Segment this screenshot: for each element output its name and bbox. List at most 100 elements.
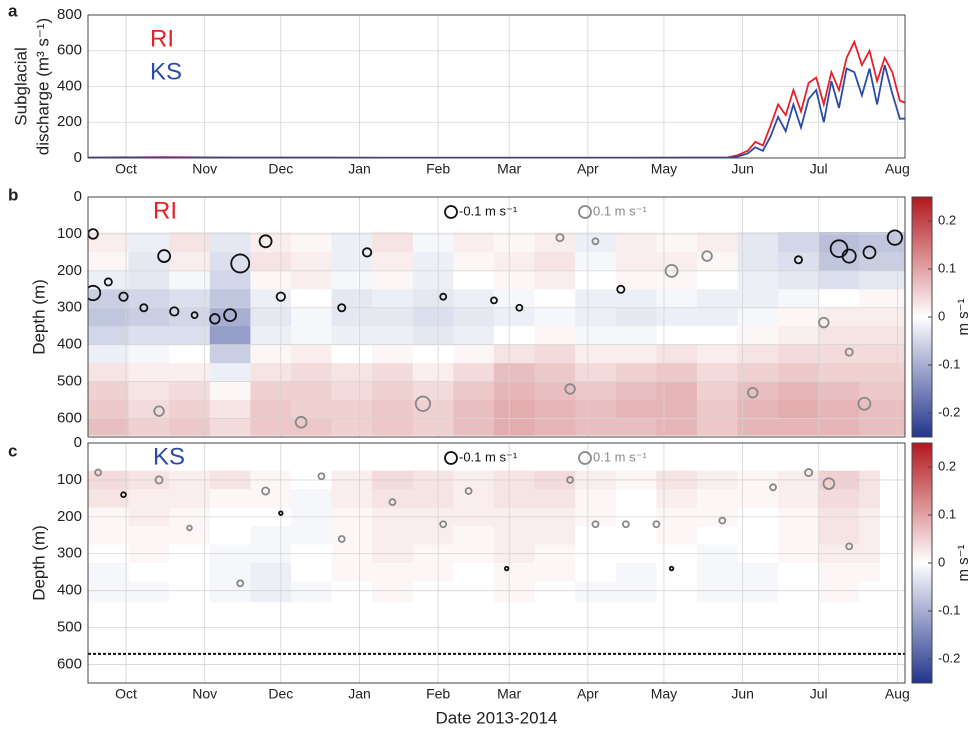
- heat-cell: [128, 270, 170, 290]
- velocity-circle: [829, 239, 849, 258]
- heat-cell: [372, 400, 414, 420]
- heat-cell: [818, 232, 860, 253]
- heat-cell: [209, 381, 251, 401]
- plot-frame: [87, 196, 906, 438]
- velocity-circle: [337, 535, 346, 543]
- heat-cell: [169, 289, 211, 309]
- heat-cell: [778, 489, 820, 509]
- heat-cell: [778, 581, 820, 603]
- heat-cell: [88, 581, 130, 603]
- heat-cell: [493, 489, 536, 509]
- y-axis-label: discharge (m³ s⁻¹): [33, 18, 52, 155]
- heat-cell: [290, 400, 333, 420]
- heat-cell: [859, 381, 905, 401]
- heat-cell: [169, 363, 211, 383]
- heat-cell: [453, 363, 495, 383]
- velocity-circle: [337, 303, 347, 313]
- heat-cell: [128, 400, 170, 420]
- heat-cell: [575, 307, 617, 327]
- y-axis-label: Subglacial: [11, 47, 30, 125]
- x-tick-label: Apr: [577, 161, 599, 177]
- heat-cell: [88, 289, 130, 309]
- heat-cell: [737, 418, 779, 436]
- heat-cell: [331, 563, 373, 582]
- heat-cell: [412, 581, 454, 603]
- heat-cell: [737, 252, 779, 272]
- heat-cell: [696, 381, 739, 401]
- heat-cell: [250, 581, 292, 603]
- heat-cell: [696, 270, 739, 290]
- heat-cell: [290, 289, 333, 309]
- y-tick-label: 400: [57, 336, 82, 353]
- plot-area: [88, 197, 905, 437]
- heat-cell: [493, 381, 536, 401]
- velocity-circle: [439, 292, 448, 301]
- heat-cell: [453, 563, 495, 582]
- heat-cell: [696, 526, 739, 546]
- colorbar-tick-label: -0.1: [938, 602, 960, 617]
- velocity-circle: [622, 520, 630, 529]
- heat-cell: [88, 344, 130, 364]
- heat-cell: [169, 270, 211, 290]
- velocity-circle: [804, 468, 814, 478]
- heat-cell: [818, 526, 860, 546]
- heat-cell: [778, 418, 820, 436]
- heat-cell: [290, 363, 333, 383]
- plot-frame: [87, 14, 906, 159]
- heat-cell: [88, 307, 130, 327]
- heat-cell: [250, 400, 292, 420]
- heat-cell: [493, 363, 536, 383]
- colorbar-tick-label: 0: [938, 308, 945, 323]
- heat-cell: [372, 526, 414, 546]
- heat-cell: [696, 326, 739, 346]
- x-tick-label: Jan: [348, 686, 371, 702]
- heat-cell: [534, 526, 576, 546]
- heat-cell: [209, 289, 251, 309]
- x-tick-label: Aug: [885, 161, 910, 177]
- heat-cell: [250, 489, 292, 509]
- heat-cell: [534, 563, 576, 582]
- heat-cell: [169, 326, 211, 346]
- velocity-circle: [139, 303, 149, 313]
- velocity-circle: [388, 498, 397, 506]
- heat-cell: [615, 344, 657, 364]
- heat-cell: [331, 381, 373, 401]
- heat-cell: [128, 307, 170, 327]
- heat-cell: [859, 363, 905, 383]
- heat-cell: [615, 232, 657, 253]
- colorbar-tick-label: 0.2: [938, 212, 956, 227]
- heat-cell: [493, 400, 536, 420]
- heat-cell: [534, 344, 576, 364]
- heat-cell: [696, 344, 739, 364]
- heat-cell: [493, 563, 536, 582]
- heat-cell: [737, 270, 779, 290]
- heat-cell: [778, 563, 820, 582]
- heat-cell: [696, 418, 739, 436]
- heat-cell: [453, 252, 495, 272]
- velocity-circle: [857, 396, 872, 411]
- x-tick-label: Dec: [268, 161, 293, 177]
- heat-cell: [534, 307, 576, 327]
- heat-cell: [737, 289, 779, 309]
- heat-cell: [88, 418, 130, 436]
- velocity-circle: [223, 308, 237, 323]
- heat-cell: [128, 326, 170, 346]
- heat-cell: [331, 363, 373, 383]
- heat-cell: [453, 232, 495, 253]
- heat-cell: [575, 232, 617, 253]
- x-tick-label: Dec: [268, 686, 293, 702]
- heat-cell: [737, 581, 779, 603]
- heat-cell: [250, 526, 292, 546]
- heat-cell: [290, 526, 333, 546]
- heat-cell: [615, 270, 657, 290]
- heat-cell: [818, 270, 860, 290]
- heat-cell: [412, 252, 454, 272]
- heat-cell: [209, 326, 251, 346]
- heat-cell: [290, 232, 333, 253]
- heat-cell: [412, 363, 454, 383]
- panel-label: a: [8, 1, 18, 20]
- heat-cell: [737, 232, 779, 253]
- x-tick-label: Feb: [426, 161, 450, 177]
- heat-cell: [453, 381, 495, 401]
- y-tick-label: 200: [57, 262, 82, 279]
